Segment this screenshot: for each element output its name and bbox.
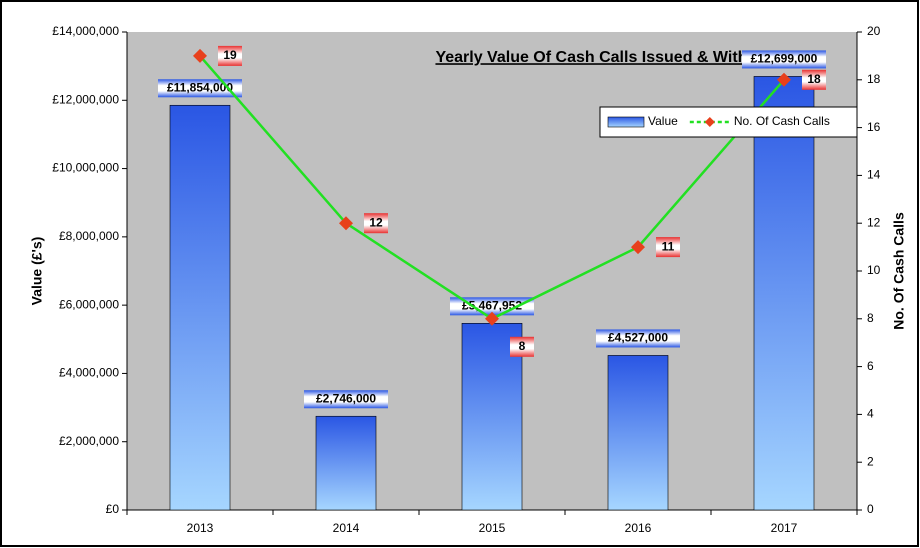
- y2-tick-label: 6: [867, 359, 874, 373]
- y-tick-label: £2,000,000: [59, 434, 119, 448]
- value-label: £12,699,000: [751, 52, 818, 66]
- value-label-box: [742, 50, 826, 69]
- bar: [753, 76, 815, 511]
- value-label-box: [158, 79, 242, 98]
- bar: [607, 355, 669, 511]
- bar: [169, 104, 231, 511]
- y2-tick-label: 0: [867, 502, 874, 516]
- y-tick-label: £8,000,000: [59, 229, 119, 243]
- y-tick-label: £14,000,000: [52, 24, 119, 38]
- y-tick-label: £10,000,000: [52, 161, 119, 175]
- y-tick-label: £12,000,000: [52, 92, 119, 106]
- data-label-box: [218, 45, 242, 66]
- marker: [339, 216, 353, 231]
- y-tick-label: £4,000,000: [59, 366, 119, 380]
- data-label: 11: [662, 239, 675, 253]
- y2-tick-label: 4: [867, 407, 874, 421]
- y2-tick-label: 16: [867, 120, 881, 134]
- marker: [631, 240, 645, 255]
- value-label: £11,854,000: [167, 80, 233, 94]
- value-label: £2,746,000: [316, 391, 376, 405]
- x-tick-label: 2016: [625, 521, 652, 535]
- data-label: 19: [223, 48, 237, 62]
- x-tick-label: 2015: [479, 521, 506, 535]
- y2-tick-label: 20: [867, 24, 881, 38]
- value-label-box: [596, 329, 680, 348]
- bar: [315, 415, 377, 511]
- x-tick-label: 2017: [771, 521, 798, 535]
- legend-label: No. Of Cash Calls: [734, 114, 830, 128]
- y2-tick-label: 8: [867, 311, 874, 325]
- x-tick-label: 2013: [187, 521, 214, 535]
- marker: [485, 311, 499, 326]
- data-label-box: [510, 336, 534, 357]
- data-label-box: [364, 213, 388, 234]
- legend-swatch: [607, 116, 645, 128]
- data-label-box: [656, 237, 680, 258]
- legend-marker: [704, 117, 715, 127]
- marker: [777, 72, 791, 87]
- y-axis-title: Value (£'s): [29, 237, 45, 306]
- y2-tick-label: 10: [867, 263, 881, 277]
- marker: [193, 48, 207, 63]
- y2-tick-label: 14: [867, 168, 881, 182]
- chart-title: Yearly Value Of Cash Calls Issued & With…: [435, 49, 794, 66]
- data-label-box: [802, 69, 826, 90]
- y2-axis-title: No. Of Cash Calls: [891, 212, 907, 330]
- data-label: 8: [519, 339, 526, 353]
- data-label: 12: [369, 215, 383, 229]
- value-label-box: [304, 390, 388, 409]
- data-label: 18: [807, 72, 821, 86]
- legend-label: Value: [648, 114, 678, 128]
- y-tick-label: £0: [106, 502, 120, 516]
- y2-tick-label: 12: [867, 215, 881, 229]
- value-label: £4,527,000: [608, 331, 668, 345]
- y-tick-label: £6,000,000: [59, 297, 119, 311]
- value-label-box: [450, 297, 534, 316]
- y2-tick-label: 18: [867, 72, 881, 86]
- y2-tick-label: 2: [867, 454, 874, 468]
- x-tick-label: 2014: [333, 521, 360, 535]
